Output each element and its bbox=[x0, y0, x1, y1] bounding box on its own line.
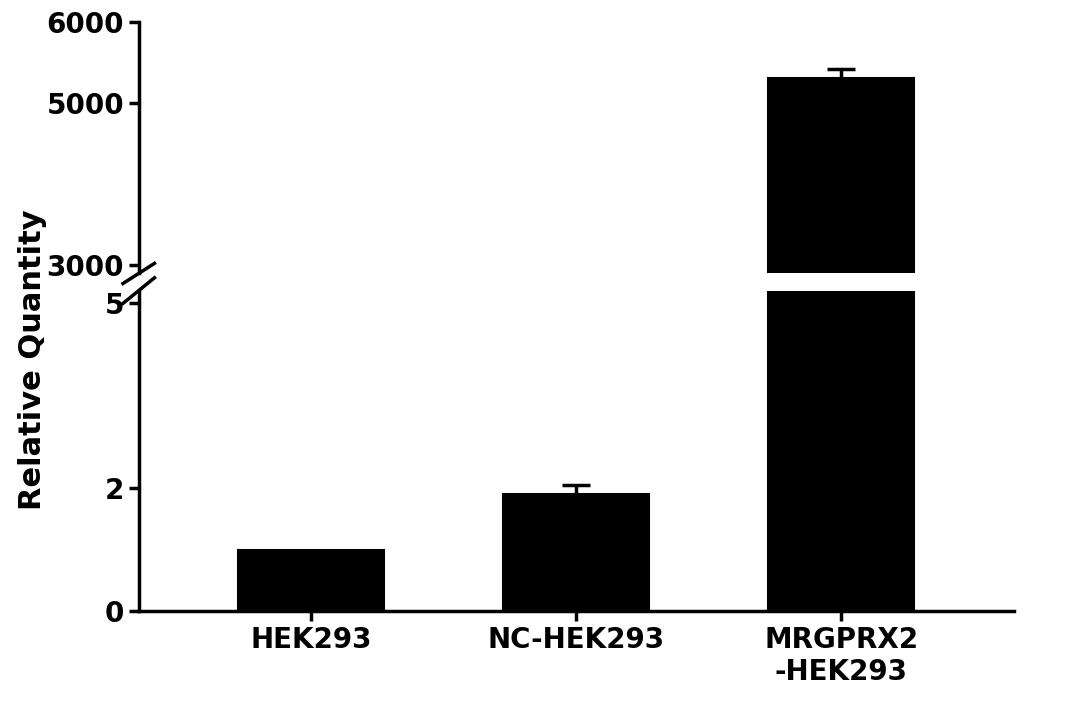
Bar bbox=[768, 78, 914, 509]
Text: Relative Quantity: Relative Quantity bbox=[17, 209, 47, 510]
Bar bbox=[768, 0, 914, 611]
Bar bbox=[238, 549, 384, 611]
Bar bbox=[504, 494, 649, 611]
